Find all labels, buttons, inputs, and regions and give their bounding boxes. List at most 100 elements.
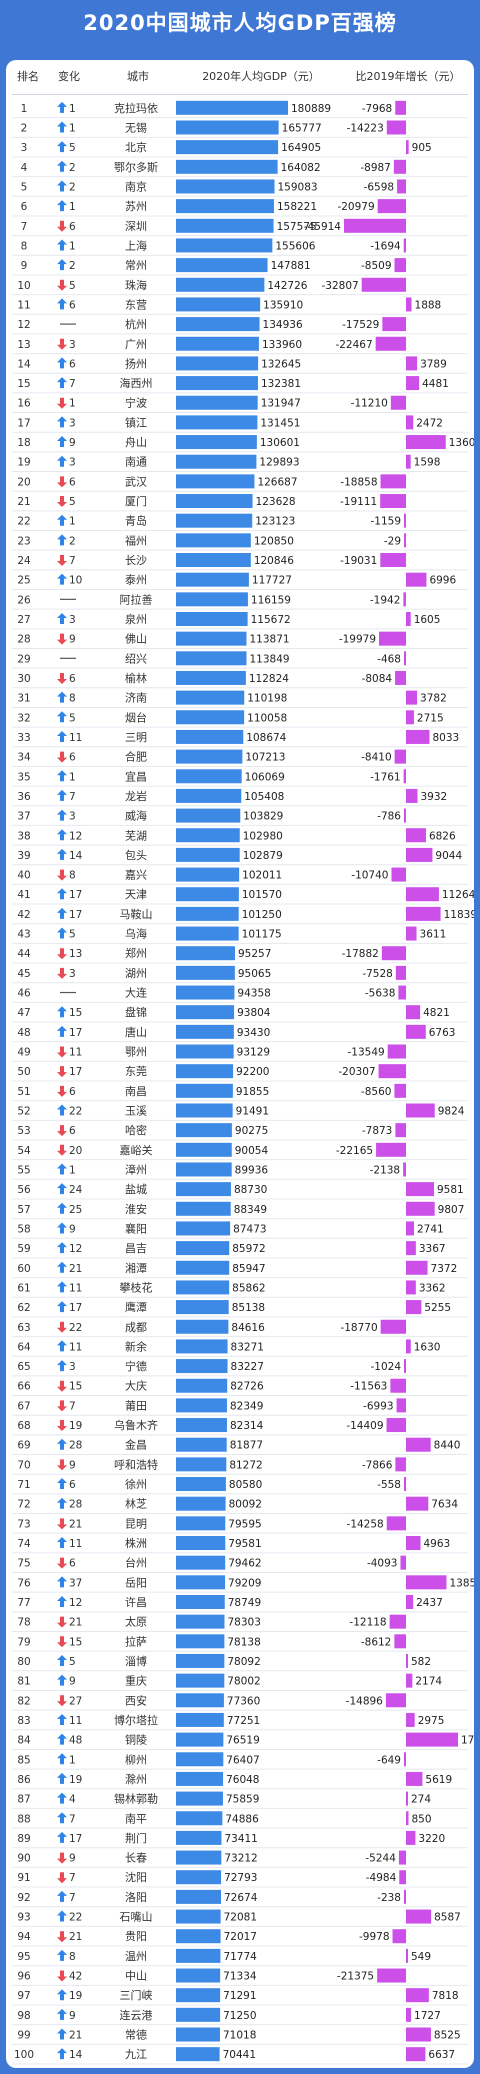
gdp-label: 102980 [243,830,283,842]
gdp-label: 123123 [255,516,295,528]
change-label: 9 [69,1853,76,1865]
city-label: 烟台 [125,710,147,724]
growth-label: -11210 [351,398,388,410]
change-label: 7 [69,1400,76,1412]
growth-bar [394,1083,406,1098]
arrow-down-icon [57,1459,67,1471]
city-label: 珠海 [125,278,147,292]
rank-label: 49 [17,1047,30,1059]
growth-bar [387,1044,406,1059]
gdp-bar [176,1044,234,1059]
gdp-bar [176,1398,227,1413]
gdp-label: 78749 [228,1597,261,1609]
growth-bar [406,376,420,391]
growth-label: 905 [412,142,432,154]
change-label: 7 [69,555,76,567]
gdp-bar [176,2047,220,2062]
growth-label: 4963 [424,1538,451,1550]
growth-label: 11839 [444,909,474,921]
gdp-bar [176,906,239,921]
change-label: 10 [69,575,82,587]
growth-label: -4093 [367,1558,398,1570]
rank-label: 76 [17,1577,31,1589]
gdp-bar [176,435,257,450]
rank-label: 6 [21,201,28,213]
growth-label: 1727 [414,2010,441,2022]
arrow-down-icon [57,555,67,567]
rank-label: 15 [17,378,30,390]
rank-label: 66 [17,1381,31,1393]
gdp-label: 80092 [229,1499,262,1511]
change-label: 5 [69,1656,76,1668]
gdp-bar [176,1359,228,1374]
arrow-up-icon [57,1890,67,1902]
growth-bar [404,1889,406,1904]
gdp-label: 79209 [228,1577,261,1589]
gdp-label: 77251 [227,1715,260,1727]
city-label: 镇江 [125,415,147,429]
gdp-label: 129893 [259,457,299,469]
change-label: 22 [69,1322,82,1334]
growth-label: 4481 [422,378,449,390]
growth-bar [406,1536,421,1551]
growth-bar [406,1673,413,1688]
gdp-label: 81272 [229,1459,262,1471]
city-label: 上海 [125,238,147,252]
city-label: 中山 [125,1970,147,1983]
growth-bar [386,1516,406,1531]
growth-label: 3220 [418,1833,445,1845]
growth-label: -9978 [359,1931,390,1943]
rank-label: 52 [17,1105,30,1117]
growth-label: 549 [411,1951,431,1963]
arrow-up-icon [57,1478,67,1490]
arrow-up-icon [57,514,67,526]
change-label: 1 [69,122,76,134]
rank-label: 59 [17,1243,30,1255]
gdp-label: 91855 [236,1086,269,1098]
gdp-bar [176,1850,222,1865]
gdp-label: 93129 [237,1047,270,1059]
city-label: 东莞 [125,1065,147,1078]
growth-label: -22165 [336,1145,373,1157]
rank-label: 40 [17,870,30,882]
change-label: 3 [69,339,76,351]
change-label: 3 [69,614,76,626]
growth-bar [406,2027,431,2042]
change-label: 21 [69,1617,82,1629]
rank-label: 4 [21,162,28,174]
arrow-up-icon [57,730,67,742]
gdp-bar [176,1477,226,1492]
city-label: 无锡 [125,120,147,134]
gdp-label: 108674 [246,732,286,744]
growth-label: 1605 [414,614,441,626]
growth-label: -10740 [351,870,388,882]
gdp-bar [176,2027,220,2042]
change-label: 9 [69,634,76,646]
gdp-label: 132645 [261,358,301,370]
city-label: 榆林 [125,671,147,685]
arrow-up-icon [57,2008,67,2020]
gdp-bar [176,887,239,902]
gdp-label: 87473 [233,1223,266,1235]
growth-bar [378,1064,406,1079]
change-label: 7 [69,791,76,803]
growth-bar [406,1280,416,1295]
growth-label: -4984 [366,1872,397,1884]
change-label: 12 [69,1243,82,1255]
city-label: 天津 [125,888,147,901]
rank-label: 83 [17,1715,30,1727]
growth-label: 6637 [428,2049,455,2061]
rank-label: 21 [17,496,30,508]
change-label: 17 [69,1066,82,1078]
change-label: 1 [69,516,76,528]
growth-label: -17882 [342,948,379,960]
arrow-up-icon [57,1910,67,1922]
gdp-bar [176,1575,226,1590]
arrow-up-icon [57,1792,67,1804]
growth-bar [394,258,406,273]
gdp-label: 79462 [228,1558,261,1570]
arrow-up-icon [57,121,67,133]
growth-bar [406,729,430,744]
city-label: 青岛 [125,514,147,528]
growth-label: 2472 [416,417,443,429]
